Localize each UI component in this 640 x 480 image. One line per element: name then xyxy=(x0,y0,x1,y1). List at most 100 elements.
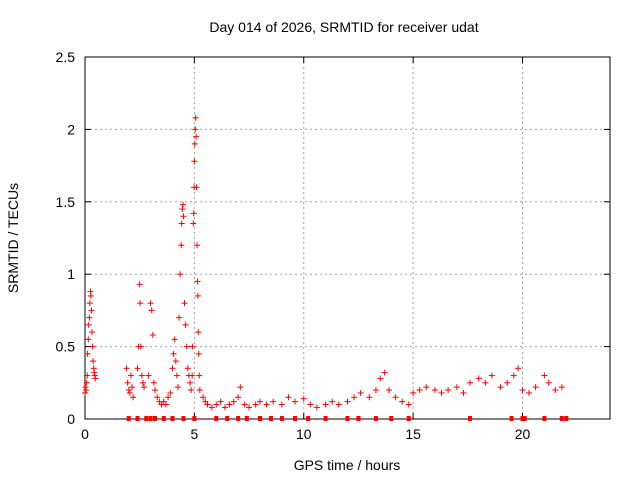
data-point xyxy=(292,398,298,405)
data-point xyxy=(270,398,277,405)
zero-marker xyxy=(564,416,569,421)
data-point xyxy=(504,379,511,386)
data-point xyxy=(130,394,137,401)
zero-marker xyxy=(542,416,547,421)
data-point xyxy=(126,389,133,396)
data-point xyxy=(170,350,177,357)
data-point xyxy=(150,379,157,386)
data-point xyxy=(84,372,91,379)
data-point xyxy=(526,389,533,396)
data-point xyxy=(252,401,259,408)
zero-marker xyxy=(373,416,378,421)
y-tick-label: 0.5 xyxy=(56,339,76,355)
axis-ticks xyxy=(84,56,610,420)
zero-marker xyxy=(522,416,527,421)
data-point xyxy=(194,278,201,285)
data-point xyxy=(399,398,406,405)
data-point xyxy=(190,220,197,227)
data-point xyxy=(335,401,342,408)
data-point xyxy=(134,365,141,372)
data-point xyxy=(196,387,203,394)
zero-marker xyxy=(181,416,186,421)
zero-marker xyxy=(236,416,241,421)
zero-marker xyxy=(323,416,328,421)
zero-marker xyxy=(468,416,472,421)
zero-marker xyxy=(244,416,249,421)
data-point xyxy=(191,158,198,165)
x-tick-label: 15 xyxy=(405,426,421,442)
data-point xyxy=(177,271,184,278)
data-point xyxy=(532,384,539,391)
zero-marker xyxy=(345,416,350,421)
data-point xyxy=(188,387,195,394)
data-point xyxy=(322,401,329,408)
data-point xyxy=(222,404,228,411)
data-point xyxy=(173,372,180,379)
data-point xyxy=(510,372,517,379)
data-point xyxy=(184,365,191,372)
zero-marker xyxy=(268,416,273,421)
zero-marker xyxy=(126,416,131,421)
data-point xyxy=(519,387,526,394)
data-point xyxy=(85,321,92,328)
data-point xyxy=(137,300,144,307)
data-point xyxy=(181,300,188,307)
data-point xyxy=(187,379,193,386)
plot-frame xyxy=(84,56,611,420)
data-point xyxy=(246,404,253,411)
zero-marker xyxy=(161,416,166,421)
data-point xyxy=(194,292,201,299)
zero-marker xyxy=(148,416,153,421)
data-point xyxy=(165,394,172,401)
data-point xyxy=(392,394,399,401)
y-tick-label: 0 xyxy=(67,411,75,427)
data-point xyxy=(300,395,307,402)
data-point xyxy=(416,387,423,394)
data-point xyxy=(189,343,196,350)
data-point xyxy=(488,372,495,379)
zero-marker xyxy=(135,416,140,421)
data-point xyxy=(226,401,233,408)
data-point xyxy=(83,387,90,394)
data-point xyxy=(82,389,88,396)
data-point xyxy=(558,384,565,391)
data-point xyxy=(193,184,200,191)
data-point xyxy=(372,387,379,394)
data-point xyxy=(545,379,552,386)
y-tick-label: 2.5 xyxy=(56,49,76,65)
data-point xyxy=(192,126,199,133)
data-point xyxy=(154,394,161,401)
zero-marker xyxy=(192,416,197,421)
data-point xyxy=(285,394,292,401)
zero-marker xyxy=(406,416,411,421)
zero-marker xyxy=(509,416,514,421)
data-point xyxy=(137,343,144,350)
data-point xyxy=(139,379,146,386)
data-point xyxy=(377,375,384,382)
data-point xyxy=(176,314,183,321)
zero-marker xyxy=(144,416,149,421)
data-points xyxy=(82,114,565,411)
data-point xyxy=(138,372,145,379)
zero-markers xyxy=(126,416,569,421)
data-point xyxy=(351,394,358,401)
data-point xyxy=(86,314,93,321)
data-point xyxy=(183,343,190,350)
data-point xyxy=(237,384,244,391)
data-point xyxy=(445,387,452,394)
x-tick-labels: 0 5 10 15 20 xyxy=(81,426,530,442)
data-point xyxy=(357,389,364,396)
data-point xyxy=(189,372,196,379)
x-tick-label: 10 xyxy=(296,426,312,442)
data-point xyxy=(194,242,200,249)
data-point xyxy=(125,387,132,394)
data-point xyxy=(191,140,198,147)
data-point xyxy=(307,401,314,408)
data-point xyxy=(195,329,202,336)
data-point xyxy=(174,384,181,391)
x-tick-label: 20 xyxy=(515,426,531,442)
data-point xyxy=(136,281,143,288)
data-point xyxy=(204,401,211,408)
data-point xyxy=(423,384,430,391)
